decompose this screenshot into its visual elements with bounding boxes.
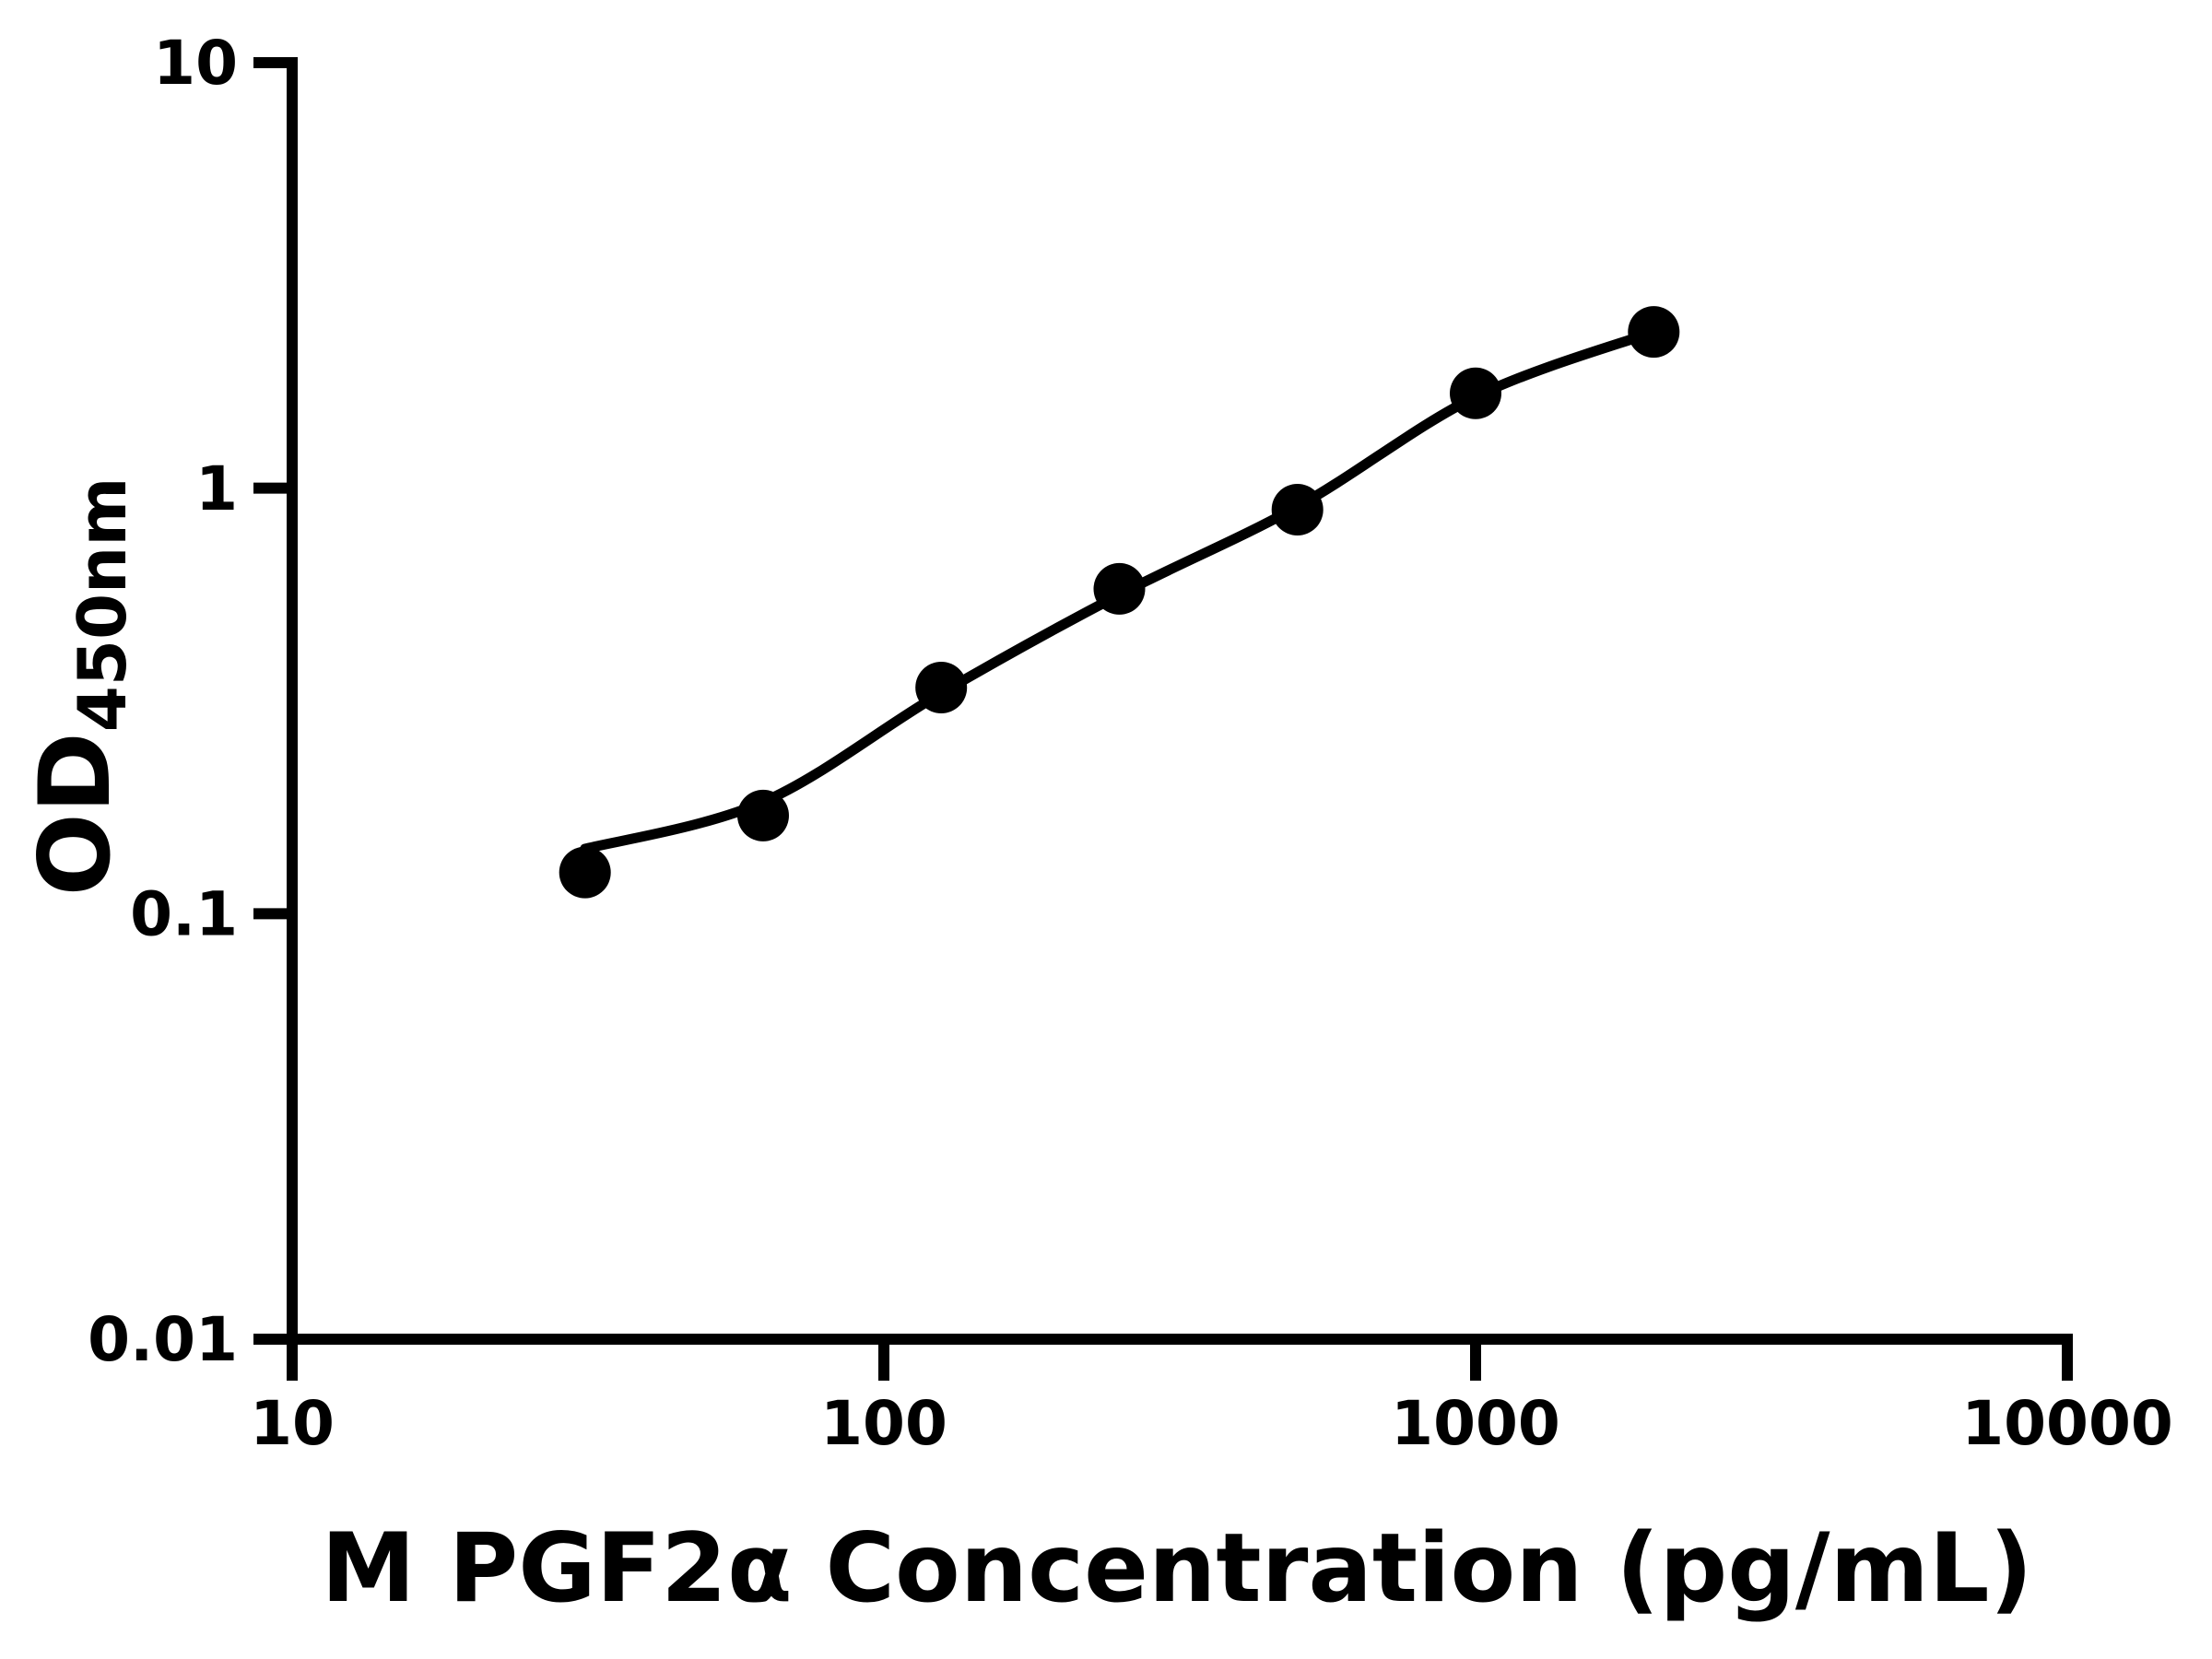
- y-tick-label: 10: [153, 28, 238, 99]
- y-axis-title-main: OD: [18, 732, 132, 896]
- data-point: [1271, 484, 1324, 535]
- axis-spine: [253, 57, 2073, 1381]
- data-point: [559, 846, 611, 899]
- x-tick-label: 1000: [1391, 1388, 1560, 1459]
- y-axis-title-subscript: 450nm: [64, 477, 141, 733]
- data-point: [1093, 562, 1146, 615]
- x-tick-label: 100: [820, 1388, 947, 1459]
- axes-layer: [253, 57, 2073, 1381]
- x-tick-label: 10000: [1961, 1388, 2173, 1459]
- data-point: [737, 789, 789, 841]
- data-point-layer: [559, 306, 1680, 899]
- x-tick-label: 10: [250, 1388, 335, 1459]
- x-axis-title: M PGF2α Concentration (pg/mL): [321, 1513, 2032, 1624]
- y-tick-label: 1: [195, 453, 238, 524]
- data-point: [915, 662, 968, 713]
- y-tick-label: 0.1: [130, 878, 238, 949]
- data-point: [1628, 306, 1680, 359]
- tick-layer: [253, 482, 1481, 1381]
- data-point: [1450, 367, 1501, 419]
- y-tick-label: 0.01: [88, 1304, 238, 1375]
- y-axis-title: OD450nm: [18, 477, 141, 897]
